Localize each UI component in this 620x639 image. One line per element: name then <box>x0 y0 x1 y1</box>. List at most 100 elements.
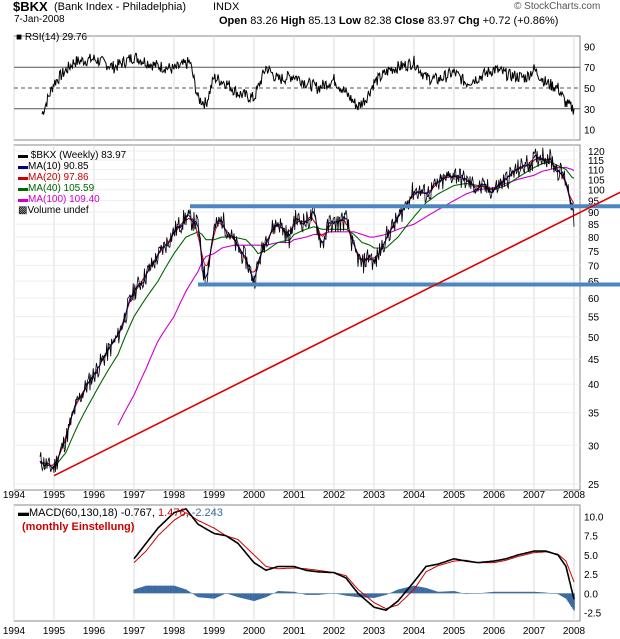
macd-histogram-bar <box>490 592 493 594</box>
macd-histogram-bar <box>208 593 210 599</box>
macd-histogram-bar <box>506 591 508 594</box>
macd-histogram-bar <box>221 593 224 595</box>
macd-histogram-bar <box>545 592 547 594</box>
macd-histogram-bar <box>225 593 227 594</box>
macd-histogram-bar <box>167 585 169 594</box>
signal-value: 1.476 <box>158 507 186 519</box>
macd-histogram-bar <box>460 592 462 594</box>
macd-histogram-bar <box>175 586 178 594</box>
macd-histogram-bar <box>516 591 518 594</box>
macd-histogram-bar <box>141 586 144 594</box>
macd-histogram-bar <box>189 591 191 594</box>
price-y-tick-label: 85 <box>588 220 600 231</box>
macd-histogram-bar <box>489 592 492 594</box>
macd-histogram-bar <box>284 591 287 594</box>
chart-date: 7-Jan-2008 <box>14 14 65 25</box>
macd-x-tick-label: 1994 <box>3 626 26 637</box>
macd-histogram-bar <box>521 591 523 594</box>
macd-histogram-bar <box>297 592 299 594</box>
legend-volume-text: Volume undef <box>27 205 89 216</box>
price-y-tick-label: 80 <box>588 233 600 244</box>
macd-x-tick-label: 2001 <box>283 626 306 637</box>
macd-histogram-bar <box>352 593 354 597</box>
macd-histogram-bar <box>567 593 570 603</box>
macd-histogram-bar <box>292 591 294 594</box>
macd-histogram-bar <box>239 593 242 598</box>
macd-histogram-bar <box>341 593 344 595</box>
price-y-tick-label: 60 <box>588 294 600 305</box>
macd-histogram-bar <box>459 592 461 594</box>
price-legend: ▬ $BKX (Weekly) 83.97 ▬MA(10) 90.85 ▬MA(… <box>18 150 126 216</box>
macd-histogram-bar <box>393 591 396 594</box>
macd-histogram-bar <box>492 591 494 594</box>
macd-y-tick-label: 2.5 <box>584 570 598 581</box>
macd-histogram-bar <box>263 593 265 598</box>
macd-histogram-bar <box>444 591 447 594</box>
macd-histogram-bar <box>356 593 358 598</box>
macd-histogram-bar <box>563 593 565 598</box>
macd-histogram-bar <box>166 585 168 594</box>
macd-histogram-bar <box>550 593 552 594</box>
macd-histogram-bar <box>573 593 575 611</box>
macd-histogram-bar <box>535 591 538 594</box>
macd-histogram-bar <box>569 593 572 606</box>
macd-histogram-bar <box>380 593 382 597</box>
macd-x-tick-label: 2005 <box>443 626 466 637</box>
macd-histogram-bar <box>409 586 412 594</box>
legend-volume: ▩Volume undef <box>18 205 126 216</box>
macd-histogram-bar <box>244 593 247 599</box>
macd-histogram-bar <box>198 593 201 598</box>
price-x-tick-label: 1996 <box>83 490 106 501</box>
macd-histogram-bar <box>389 593 391 594</box>
macd-histogram-bar <box>265 593 267 598</box>
price-y-tick-label: 45 <box>588 355 600 366</box>
macd-histogram-bar <box>140 587 142 594</box>
macd-histogram-bar <box>547 592 550 594</box>
macd-histogram-bar <box>215 593 218 598</box>
macd-histogram-bar <box>339 593 341 595</box>
macd-histogram-bar <box>340 593 342 595</box>
macd-histogram-bar <box>272 593 274 594</box>
macd-histogram-bar <box>183 588 185 594</box>
macd-histogram-bar <box>164 585 167 594</box>
macd-histogram-bar <box>333 593 335 594</box>
price-x-tick-label: 2008 <box>563 490 586 501</box>
chg-label: Chg <box>458 15 480 27</box>
price-x-tick-label: 2007 <box>523 490 546 501</box>
macd-histogram-bar <box>410 586 413 594</box>
macd-histogram-bar <box>196 593 198 597</box>
macd-histogram-bar <box>332 593 334 594</box>
macd-histogram-bar <box>571 593 573 608</box>
macd-histogram-bar <box>226 593 228 594</box>
macd-value: -0.767 <box>120 507 152 519</box>
macd-histogram-bar <box>220 593 222 596</box>
macd-histogram-bar <box>203 593 205 598</box>
macd-histogram-bar <box>300 593 302 594</box>
macd-histogram-bar <box>283 591 285 594</box>
macd-histogram-bar <box>386 593 388 595</box>
macd-histogram-bar <box>264 593 266 598</box>
price-y-tick-label: 50 <box>588 333 600 344</box>
rsi-y-tick-label: 90 <box>584 42 596 53</box>
macd-x-tick-label: 2000 <box>243 626 266 637</box>
price-x-tick-label: 1994 <box>3 490 26 501</box>
macd-histogram-bar <box>420 587 422 594</box>
macd-histogram-bar <box>483 592 485 594</box>
macd-histogram-bar <box>447 591 449 594</box>
macd-histogram-bar <box>540 592 542 594</box>
macd-histogram-bar <box>399 588 402 594</box>
high-value: 85.13 <box>308 15 336 27</box>
low-label: Low <box>338 15 361 27</box>
macd-histogram-bar <box>378 593 380 597</box>
macd-histogram-bar <box>423 587 425 594</box>
macd-histogram-bar <box>315 593 317 595</box>
macd-histogram-bar <box>430 589 432 594</box>
rsi-label: RSI(14) <box>24 32 60 43</box>
macd-histogram-bar <box>259 593 261 600</box>
open-label: Open <box>219 15 248 27</box>
macd-histogram-bar <box>156 585 158 594</box>
macd-histogram-bar <box>173 585 175 594</box>
rsi-line <box>41 52 575 115</box>
low-value: 82.38 <box>363 15 392 27</box>
